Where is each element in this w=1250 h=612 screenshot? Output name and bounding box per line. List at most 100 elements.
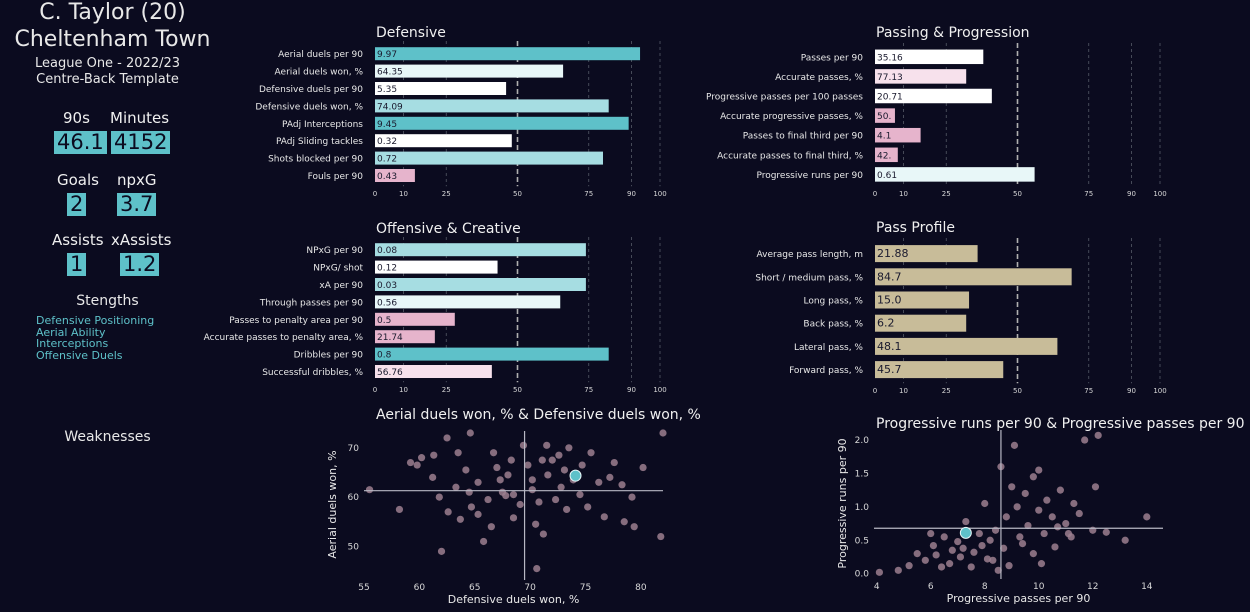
bar xyxy=(375,82,507,95)
scatter-point xyxy=(1035,466,1043,474)
scatter-point xyxy=(913,550,921,558)
scatter-point xyxy=(543,441,551,449)
bar xyxy=(375,330,435,344)
scatter-point xyxy=(576,491,584,499)
tick-label: 10 xyxy=(399,386,408,394)
scatter-point xyxy=(618,481,626,489)
scatter-point xyxy=(1064,529,1073,538)
scatter-point xyxy=(465,488,473,496)
chart-title: Progressive runs per 90 & Progressive pa… xyxy=(876,416,1244,432)
scatter-point xyxy=(560,466,569,474)
value-label: 21.74 xyxy=(377,333,403,343)
category-label: Average pass length, m xyxy=(757,250,863,260)
scatter-point xyxy=(1070,499,1078,508)
scatter-point xyxy=(474,510,482,518)
chart-title: Defensive xyxy=(376,25,446,41)
bar xyxy=(875,167,1035,182)
scatter-point xyxy=(975,529,983,538)
scatter-point xyxy=(563,505,571,514)
category-label: Accurate passes to final third, % xyxy=(717,151,863,161)
chart-title: Offensive & Creative xyxy=(376,221,521,237)
scatter-point xyxy=(462,466,470,474)
tick-label: 50 xyxy=(513,190,522,198)
category-label: Lateral pass, % xyxy=(794,343,863,353)
scatter-point xyxy=(435,493,443,501)
bar xyxy=(375,99,609,113)
bar-chart-1: Defensive 0 10 25 50 75 90 100 Aerial duels per … xyxy=(255,25,666,198)
scatter-point xyxy=(954,537,962,546)
scatter-point xyxy=(600,513,608,521)
bar xyxy=(875,245,978,263)
bar xyxy=(375,312,455,326)
scatter-point xyxy=(929,541,938,550)
strength-item: Interceptions xyxy=(36,337,109,350)
value-label: 0.03 xyxy=(377,281,397,291)
tick-label: 90 xyxy=(1127,387,1136,395)
scatter-point xyxy=(659,429,667,437)
scatter-point xyxy=(474,478,482,486)
stat-value-90s: 46.1 xyxy=(54,131,107,154)
strength-item: Defensive Positioning xyxy=(36,314,155,327)
value-label: 0.43 xyxy=(377,172,397,182)
scatter-point xyxy=(1005,562,1013,570)
scatter-point xyxy=(551,495,560,504)
category-label: NPxG/ shot xyxy=(313,264,363,274)
value-label: 0.56 xyxy=(377,298,397,308)
scatter-point xyxy=(1013,503,1021,511)
scatter-point xyxy=(1016,533,1024,541)
scatter-point xyxy=(967,563,975,571)
x-tick-label: 6 xyxy=(928,582,934,592)
value-label: 35.16 xyxy=(877,53,903,63)
scatter-point xyxy=(994,566,1002,574)
stat-label-minutes: Minutes xyxy=(110,109,170,127)
player-highlight-point xyxy=(569,469,582,482)
bar xyxy=(875,108,895,123)
scatter-point xyxy=(595,478,603,486)
scatter-point xyxy=(894,566,902,574)
strengths-title: Stengths xyxy=(76,293,139,309)
value-label: 0.72 xyxy=(377,155,397,165)
category-label: Fouls per 90 xyxy=(308,172,364,182)
category-label: Defensive duels per 90 xyxy=(259,85,363,95)
tick-label: 90 xyxy=(627,386,636,394)
category-label: Accurate passes to penalty area, % xyxy=(204,333,364,343)
category-label: Through passes per 90 xyxy=(259,298,363,308)
scatter-point xyxy=(528,476,536,484)
scatter-point xyxy=(628,493,636,501)
scatter-point xyxy=(544,471,552,479)
y-tick-label: 0.0 xyxy=(855,570,870,580)
tick-label: 10 xyxy=(399,190,408,198)
bar xyxy=(875,314,967,332)
stat-label-90s: 90s xyxy=(63,109,90,127)
weaknesses-title: Weaknesses xyxy=(64,429,151,445)
tick-label: 100 xyxy=(1153,387,1166,395)
scatter-point xyxy=(493,463,501,472)
scatter-point xyxy=(1143,513,1151,521)
tick-label: 75 xyxy=(1084,387,1093,395)
scatter-point xyxy=(875,568,884,576)
tick-label: 0 xyxy=(873,190,877,198)
category-label: Passes to penalty area per 90 xyxy=(229,316,363,326)
value-label: 20.71 xyxy=(877,93,903,103)
tick-label: 90 xyxy=(1127,190,1136,198)
scatter-point xyxy=(413,461,421,469)
bar xyxy=(375,116,629,130)
x-tick-label: 10 xyxy=(1033,582,1045,592)
scatter-point xyxy=(430,451,438,459)
tick-label: 90 xyxy=(627,190,636,198)
stat-value-npxg: 3.7 xyxy=(117,193,157,216)
tick-label: 75 xyxy=(584,386,593,394)
value-label: 48.1 xyxy=(877,340,902,353)
scatter-chart-1: Aerial duels won, % & Defensive duels wo… xyxy=(326,407,701,606)
bar-chart-3: Offensive & Creative 0 10 25 50 75 90 100 NPxG p… xyxy=(204,221,667,394)
scatter-point xyxy=(981,499,989,508)
scatter-point xyxy=(620,518,628,526)
scatter-point xyxy=(502,492,510,500)
bar xyxy=(375,347,609,361)
scatter-point xyxy=(978,541,986,550)
scatter-point xyxy=(1040,529,1048,538)
value-label: 50. xyxy=(877,112,891,122)
scatter-point xyxy=(429,473,437,481)
category-label: Defensive duels won, % xyxy=(255,102,363,112)
value-label: 15.0 xyxy=(877,294,902,307)
